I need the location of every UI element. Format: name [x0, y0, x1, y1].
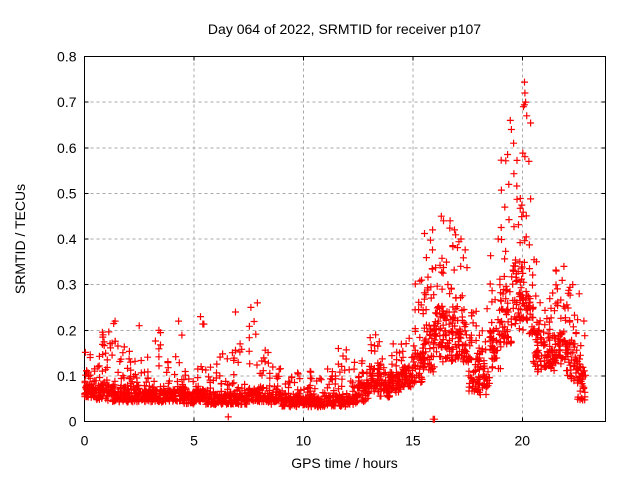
grid-lines [84, 56, 606, 422]
x-tick-label: 5 [190, 433, 198, 449]
y-tick-label: 0.6 [57, 140, 77, 156]
x-tick-label: 15 [405, 433, 421, 449]
y-tick-label: 0.4 [57, 231, 77, 247]
y-tick-label: 0.3 [57, 277, 77, 293]
y-tick-label: 0.2 [57, 322, 77, 338]
y-tick-label: 0.5 [57, 185, 77, 201]
data-points [81, 78, 589, 423]
y-tick-label: 0 [69, 414, 77, 430]
x-tick-label: 10 [296, 433, 312, 449]
y-tick-label: 0.1 [57, 368, 77, 384]
y-tick-label: 0.7 [57, 94, 77, 110]
x-tick-label: 20 [515, 433, 531, 449]
x-axis-label: GPS time / hours [291, 455, 398, 471]
tick-labels: 0 5 10 15 20 0 0.1 0.2 0.3 0.4 0.5 0.6 0.7 0.8 [57, 49, 530, 449]
x-tick-label: 0 [81, 433, 89, 449]
chart-title: Day 064 of 2022, SRMTID for receiver p10… [207, 21, 482, 37]
y-tick-label: 0.8 [57, 49, 77, 65]
